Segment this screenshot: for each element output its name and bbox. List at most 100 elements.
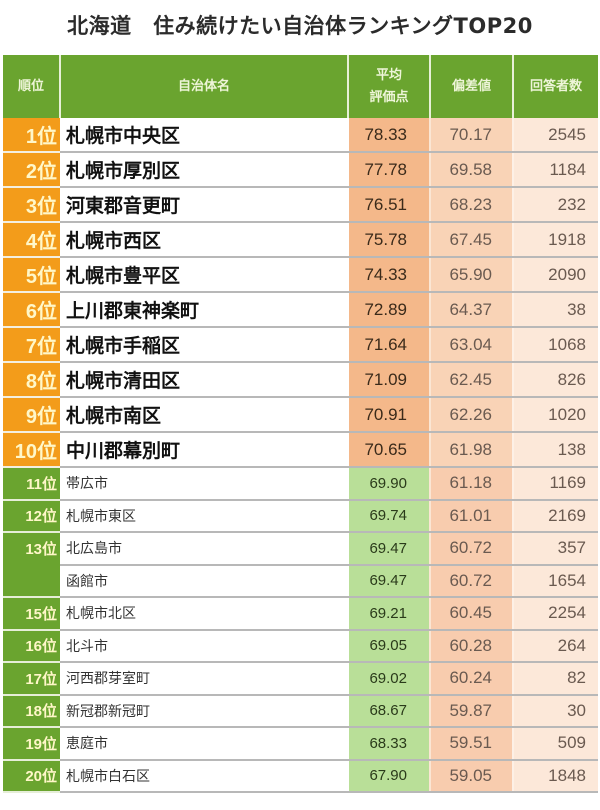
municipality-name: 函館市	[60, 564, 348, 598]
respondent-count: 1918	[513, 222, 598, 258]
municipality-name: 札幌市中央区	[60, 118, 348, 153]
rank-cell: 3位	[3, 187, 60, 223]
respondent-count: 1169	[513, 467, 598, 501]
respondent-count: 509	[513, 727, 598, 761]
respondent-count: 38	[513, 292, 598, 328]
average-score: 74.33	[347, 257, 431, 293]
deviation-value: 60.72	[430, 564, 514, 598]
respondent-count: 232	[513, 187, 598, 223]
respondent-count: 82	[513, 662, 598, 696]
average-score: 69.74	[347, 499, 431, 533]
municipality-name: 上川郡東神楽町	[60, 292, 348, 328]
deviation-value: 59.05	[430, 759, 514, 793]
respondent-count: 1848	[513, 759, 598, 793]
average-score: 78.33	[347, 118, 431, 153]
deviation-value: 61.01	[430, 499, 514, 533]
rank-cell: 18位	[3, 694, 60, 728]
table-header-row: 順位 自治体名 平均 評価点 偏差値 回答者数	[3, 55, 598, 118]
rank-cell: 13位	[3, 532, 60, 565]
deviation-value: 59.51	[430, 727, 514, 761]
rank-cell: 11位	[3, 467, 60, 501]
municipality-name: 札幌市手稲区	[60, 327, 348, 363]
header-deviation: 偏差値	[429, 55, 514, 118]
respondent-count: 30	[513, 694, 598, 728]
municipality-name: 札幌市西区	[60, 222, 348, 258]
table-row: 17位 河西郡芽室町 69.02 60.24 82	[3, 662, 598, 696]
average-score: 69.47	[347, 564, 431, 598]
deviation-value: 63.04	[430, 327, 514, 363]
municipality-name: 河西郡芽室町	[60, 662, 348, 696]
rank-cell	[3, 564, 60, 598]
ranking-table: 順位 自治体名 平均 評価点 偏差値 回答者数 1位 札幌市中央区 78.33 70.1…	[3, 55, 598, 793]
deviation-value: 59.87	[430, 694, 514, 728]
deviation-value: 60.72	[430, 532, 514, 566]
average-score: 69.90	[347, 467, 431, 501]
table-row: 20位 札幌市白石区 67.90 59.05 1848	[3, 759, 598, 793]
rank-cell: 2位	[3, 152, 60, 188]
rank-cell: 10位	[3, 432, 60, 468]
respondent-count: 2090	[513, 257, 598, 293]
respondent-count: 1184	[513, 152, 598, 188]
average-score: 76.51	[347, 187, 431, 223]
average-score: 69.21	[347, 597, 431, 631]
municipality-name: 札幌市北区	[60, 597, 348, 631]
average-score: 71.64	[347, 327, 431, 363]
municipality-name: 札幌市南区	[60, 397, 348, 433]
table-row: 16位 北斗市 69.05 60.28 264	[3, 629, 598, 663]
deviation-value: 62.45	[430, 362, 514, 398]
average-score: 72.89	[347, 292, 431, 328]
rank-cell: 16位	[3, 629, 60, 663]
respondent-count: 2545	[513, 118, 598, 153]
table-row: 12位 札幌市東区 69.74 61.01 2169	[3, 499, 598, 533]
rank-cell: 12位	[3, 499, 60, 533]
rank-cell: 1位	[3, 118, 60, 153]
average-score: 69.47	[347, 532, 431, 566]
rank-cell: 17位	[3, 662, 60, 696]
table-row: 3位 河東郡音更町 76.51 68.23 232	[3, 187, 598, 223]
rank-cell: 9位	[3, 397, 60, 433]
table-row: 10位 中川郡幕別町 70.65 61.98 138	[3, 432, 598, 468]
table-row: 18位 新冠郡新冠町 68.67 59.87 30	[3, 694, 598, 728]
page-title: 北海道 住み続けたい自治体ランキングTOP20	[67, 14, 533, 38]
table-row: 8位 札幌市清田区 71.09 62.45 826	[3, 362, 598, 398]
rank-cell: 6位	[3, 292, 60, 328]
rank-cell: 15位	[3, 597, 60, 631]
municipality-name: 札幌市東区	[60, 499, 348, 533]
header-respondents: 回答者数	[512, 55, 598, 118]
deviation-value: 70.17	[430, 118, 514, 153]
respondent-count: 357	[513, 532, 598, 566]
deviation-value: 64.37	[430, 292, 514, 328]
table-row: 7位 札幌市手稲区 71.64 63.04 1068	[3, 327, 598, 363]
municipality-name: 札幌市清田区	[60, 362, 348, 398]
rank-cell: 5位	[3, 257, 60, 293]
deviation-value: 60.28	[430, 629, 514, 663]
average-score: 68.33	[347, 727, 431, 761]
municipality-name: 新冠郡新冠町	[60, 694, 348, 728]
municipality-name: 河東郡音更町	[60, 187, 348, 223]
deviation-value: 65.90	[430, 257, 514, 293]
municipality-name: 札幌市白石区	[60, 759, 348, 793]
table-row: 5位 札幌市豊平区 74.33 65.90 2090	[3, 257, 598, 293]
table-row: 15位 札幌市北区 69.21 60.45 2254	[3, 597, 598, 631]
rank-cell: 7位	[3, 327, 60, 363]
deviation-value: 68.23	[430, 187, 514, 223]
respondent-count: 2169	[513, 499, 598, 533]
deviation-value: 69.58	[430, 152, 514, 188]
table-row: 1位 札幌市中央区 78.33 70.17 2545	[3, 118, 598, 153]
municipality-name: 帯広市	[60, 467, 348, 501]
deviation-value: 67.45	[430, 222, 514, 258]
table-row: 6位 上川郡東神楽町 72.89 64.37 38	[3, 292, 598, 328]
deviation-value: 60.24	[430, 662, 514, 696]
average-score: 70.65	[347, 432, 431, 468]
deviation-value: 61.18	[430, 467, 514, 501]
respondent-count: 264	[513, 629, 598, 663]
table-row: 函館市 69.47 60.72 1654	[3, 564, 598, 598]
municipality-name: 北広島市	[60, 532, 348, 566]
header-name: 自治体名	[59, 55, 349, 118]
municipality-name: 札幌市豊平区	[60, 257, 348, 293]
average-score: 75.78	[347, 222, 431, 258]
municipality-name: 北斗市	[60, 629, 348, 663]
municipality-name: 中川郡幕別町	[60, 432, 348, 468]
respondent-count: 826	[513, 362, 598, 398]
table-row: 2位 札幌市厚別区 77.78 69.58 1184	[3, 152, 598, 188]
